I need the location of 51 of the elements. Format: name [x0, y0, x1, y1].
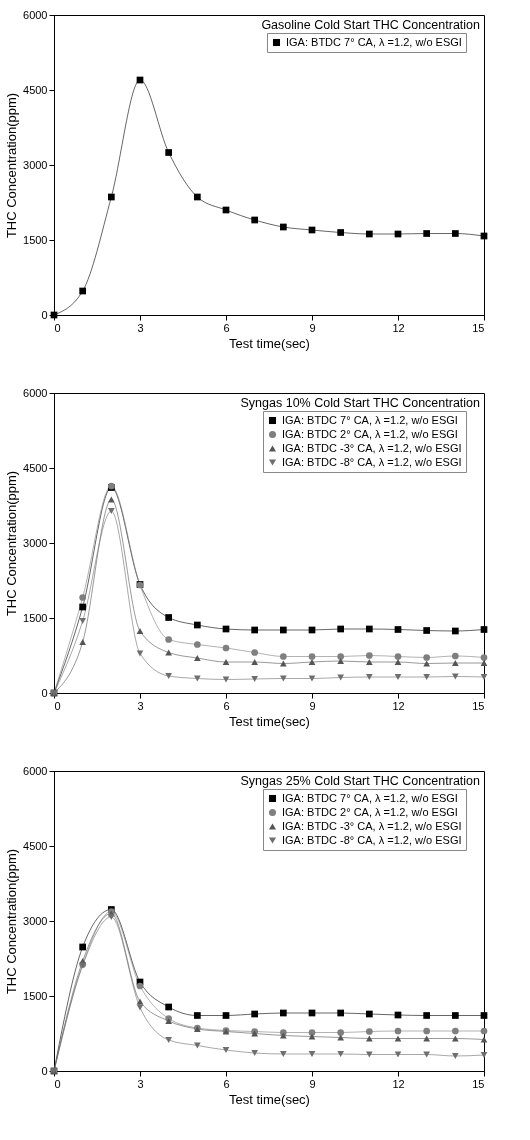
y-tick-label: 3000	[23, 158, 48, 171]
y-tick-label: 6000	[23, 8, 48, 21]
x-tick-label: 3	[137, 1077, 144, 1090]
y-tick-label: 1500	[23, 989, 48, 1002]
y-tick-label: 4500	[23, 83, 48, 96]
x-tick-label: 6	[223, 699, 230, 712]
legend-label: IGA: BTDC 2° CA, λ =1.2, w/o ESGI	[282, 805, 458, 818]
y-axis-title: THC Concentration(ppm)	[4, 848, 20, 995]
y-tick-label: 1500	[23, 611, 48, 624]
legend-label: IGA: BTDC 7° CA, λ =1.2, w/o ESGI	[286, 35, 462, 48]
legend-label: IGA: BTDC -3° CA, λ =1.2, w/o ESGI	[282, 441, 462, 454]
x-tick-label: 15	[472, 321, 485, 334]
x-tick-label: 9	[309, 321, 316, 334]
x-tick-label: 12	[392, 1077, 405, 1090]
chart-title: Syngas 25% Cold Start THC Concentration	[240, 774, 481, 788]
legend-label: IGA: BTDC -3° CA, λ =1.2, w/o ESGI	[282, 819, 462, 832]
x-tick-label: 15	[472, 699, 485, 712]
x-tick-label: 3	[137, 699, 144, 712]
legend-label: IGA: BTDC -8° CA, λ =1.2, w/o ESGI	[282, 833, 462, 846]
y-axis-title: THC Concentration(ppm)	[4, 92, 20, 239]
x-axis-title: Test time(sec)	[229, 713, 310, 729]
x-tick-label: 9	[309, 1077, 316, 1090]
y-tick-label: 4500	[23, 461, 48, 474]
y-axis-title: THC Concentration(ppm)	[4, 470, 20, 617]
y-tick-label: 3000	[23, 914, 48, 927]
legend-label: IGA: BTDC 2° CA, λ =1.2, w/o ESGI	[282, 427, 458, 440]
y-tick-label: 1500	[23, 233, 48, 246]
x-tick-label: 0	[54, 321, 61, 334]
y-tick-label: 6000	[23, 386, 48, 399]
x-tick-label: 6	[223, 1077, 230, 1090]
x-axis-title: Test time(sec)	[229, 1091, 310, 1107]
y-tick-label: 3000	[23, 536, 48, 549]
x-tick-label: 0	[54, 699, 61, 712]
x-tick-label: 3	[137, 321, 144, 334]
x-tick-label: 12	[392, 321, 405, 334]
y-tick-label: 4500	[23, 839, 48, 852]
x-tick-label: 15	[472, 1077, 485, 1090]
legend-label: IGA: BTDC 7° CA, λ =1.2, w/o ESGI	[282, 413, 458, 426]
legend-label: IGA: BTDC 7° CA, λ =1.2, w/o ESGI	[282, 791, 458, 804]
x-axis-title: Test time(sec)	[229, 335, 310, 351]
y-tick-label: 0	[41, 1064, 48, 1077]
y-tick-label: 0	[41, 686, 48, 699]
y-tick-label: 6000	[23, 764, 48, 777]
x-tick-label: 12	[392, 699, 405, 712]
x-tick-label: 9	[309, 699, 316, 712]
x-tick-label: 6	[223, 321, 230, 334]
legend-label: IGA: BTDC -8° CA, λ =1.2, w/o ESGI	[282, 455, 462, 468]
chart-title: Syngas 10% Cold Start THC Concentration	[240, 396, 481, 410]
y-tick-label: 0	[41, 308, 48, 321]
chart-title: Gasoline Cold Start THC Concentration	[261, 18, 481, 32]
x-tick-label: 0	[54, 1077, 61, 1090]
